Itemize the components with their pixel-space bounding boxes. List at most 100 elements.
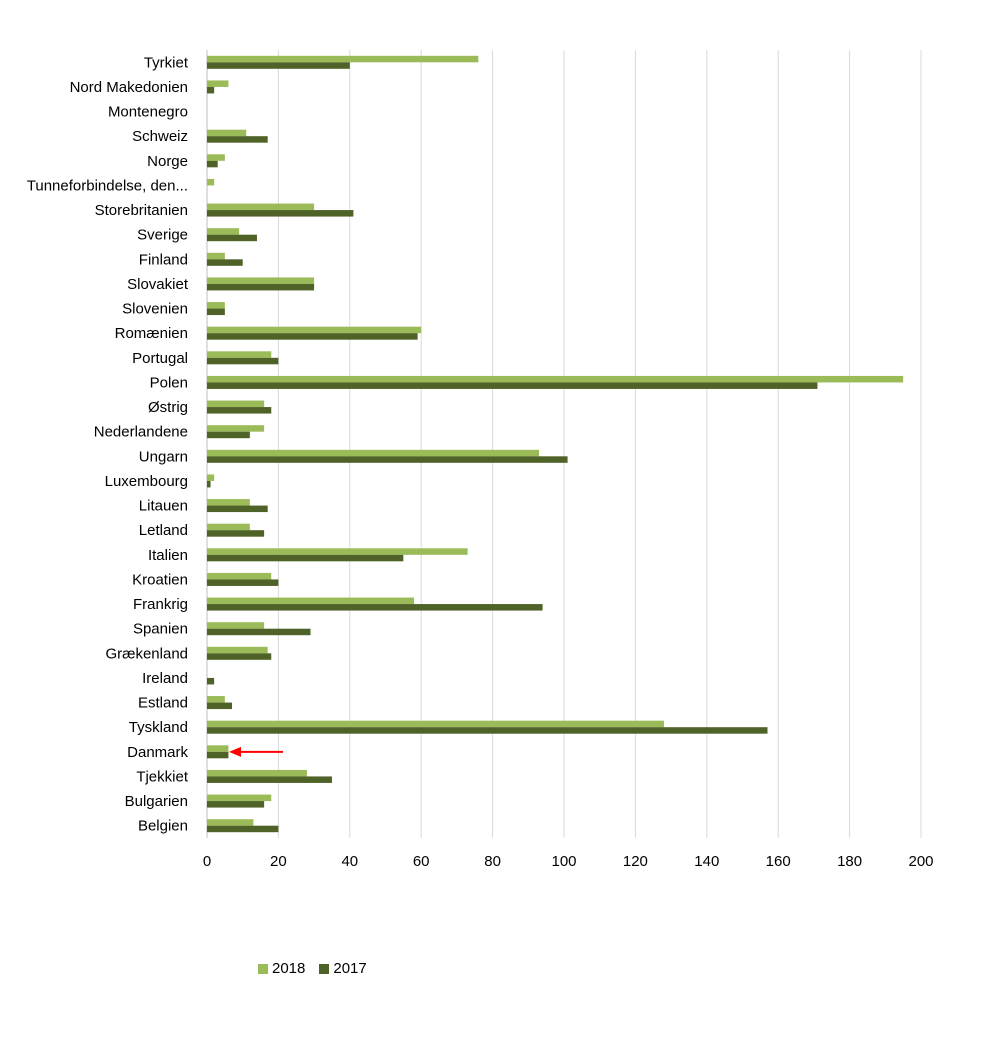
category-label: Ungarn [139,448,188,465]
legend-item-2017: 2017 [319,960,367,977]
category-label: Sverige [137,227,188,244]
bar-2018 [207,548,468,555]
bar-2017 [207,431,250,439]
x-tick-label: 40 [341,853,358,870]
category-label: Portugal [132,350,188,367]
bar-2017 [207,382,818,389]
x-tick-label: 120 [623,853,648,870]
category-label: Italien [148,547,188,564]
bar-2017 [207,801,265,808]
bar-2018 [207,375,904,383]
bar-2017 [207,702,232,710]
category-label: Spanien [133,621,188,638]
category-label: Tunneforbindelse, den... [27,177,188,194]
bar-2017 [207,259,243,266]
legend-label-2018: 2018 [272,960,306,977]
x-tick-label: 140 [694,853,719,870]
bar-2017 [207,210,354,217]
bar-2018 [207,80,229,87]
category-label: Litauen [139,498,188,515]
bar-2018 [207,523,250,531]
bar-2018 [207,351,272,358]
bar-2018 [207,425,265,432]
category-label: Tyrkiet [144,54,189,71]
x-tick-label: 0 [203,853,211,870]
bar-2017 [207,579,279,586]
bar-2017 [207,604,543,611]
bar-2018 [207,277,315,284]
category-label: Belgien [138,818,188,835]
bar-2018 [207,769,307,777]
gridlines [206,50,922,838]
category-label: Letland [139,522,188,539]
bar-2017 [207,234,257,242]
bar-2018 [207,449,540,457]
bar-2017 [207,357,279,365]
bar-2018 [207,252,225,260]
bar-2018 [207,696,225,703]
bar-2018 [207,819,254,826]
category-label: Finland [139,251,188,268]
bar-2017 [207,776,332,783]
bar-2017 [207,136,268,143]
legend: 2018 2017 [258,960,381,977]
x-tick-label: 100 [551,853,576,870]
bar-2017 [207,86,215,94]
bar-2018 [207,597,415,605]
bar-2018 [207,154,225,161]
bar-2018 [207,178,215,186]
bar-2017 [207,530,265,537]
bar-2018 [207,745,229,752]
bar-2018 [207,228,240,235]
category-label: Slovakiet [127,276,189,293]
bar-2017 [207,283,315,291]
legend-label-2017: 2017 [333,960,367,977]
legend-swatch-2017 [319,963,330,974]
x-tick-label: 60 [413,853,430,870]
bar-2018 [207,129,247,137]
bar-2018 [207,302,225,309]
bars [207,55,904,833]
bar-2018 [207,572,272,580]
category-label: Bulgarien [125,793,188,810]
bar-2018 [207,720,664,728]
bar-2018 [207,646,268,654]
x-tick-label: 200 [908,853,933,870]
bar-2017 [207,407,272,414]
x-tick-label: 180 [837,853,862,870]
bar-2017 [207,160,218,168]
bar-2017 [207,825,279,833]
legend-item-2018: 2018 [258,960,305,977]
category-label: Tjekkiet [136,768,189,785]
bar-2017 [207,62,350,69]
category-label: Romænien [115,325,188,342]
bar-2017 [207,727,768,734]
annotations [229,746,283,757]
bar-2017 [207,554,404,562]
bar-2017 [207,333,418,340]
bar-2018 [207,400,265,408]
x-tick-label: 160 [766,853,791,870]
category-labels: Tyrkiet Nord Makedonien Montenegro Schweiz N… [27,54,189,834]
x-axis-tick-labels: 0 20 40 60 80 100 120 140 160 180 200 [203,853,934,870]
bar-2018 [207,622,265,629]
bar-2018 [207,499,250,506]
bar-2017 [207,751,229,759]
bar-2017 [207,653,272,660]
bar-2017 [207,505,268,513]
bar-2018 [207,55,479,63]
category-label: Luxembourg [105,473,188,490]
bar-2018 [207,794,272,802]
bar-2017 [207,677,215,685]
category-label: Montenegro [108,104,188,121]
x-tick-label: 20 [270,853,287,870]
bar-2017 [207,308,225,316]
category-label: Ireland [142,670,188,687]
bar-2017 [207,628,311,636]
category-label: Estland [138,695,188,712]
category-label: Frankrig [133,596,188,613]
category-label: Tyskland [129,719,188,736]
bar-2018 [207,326,422,334]
bar-2017 [207,480,211,488]
